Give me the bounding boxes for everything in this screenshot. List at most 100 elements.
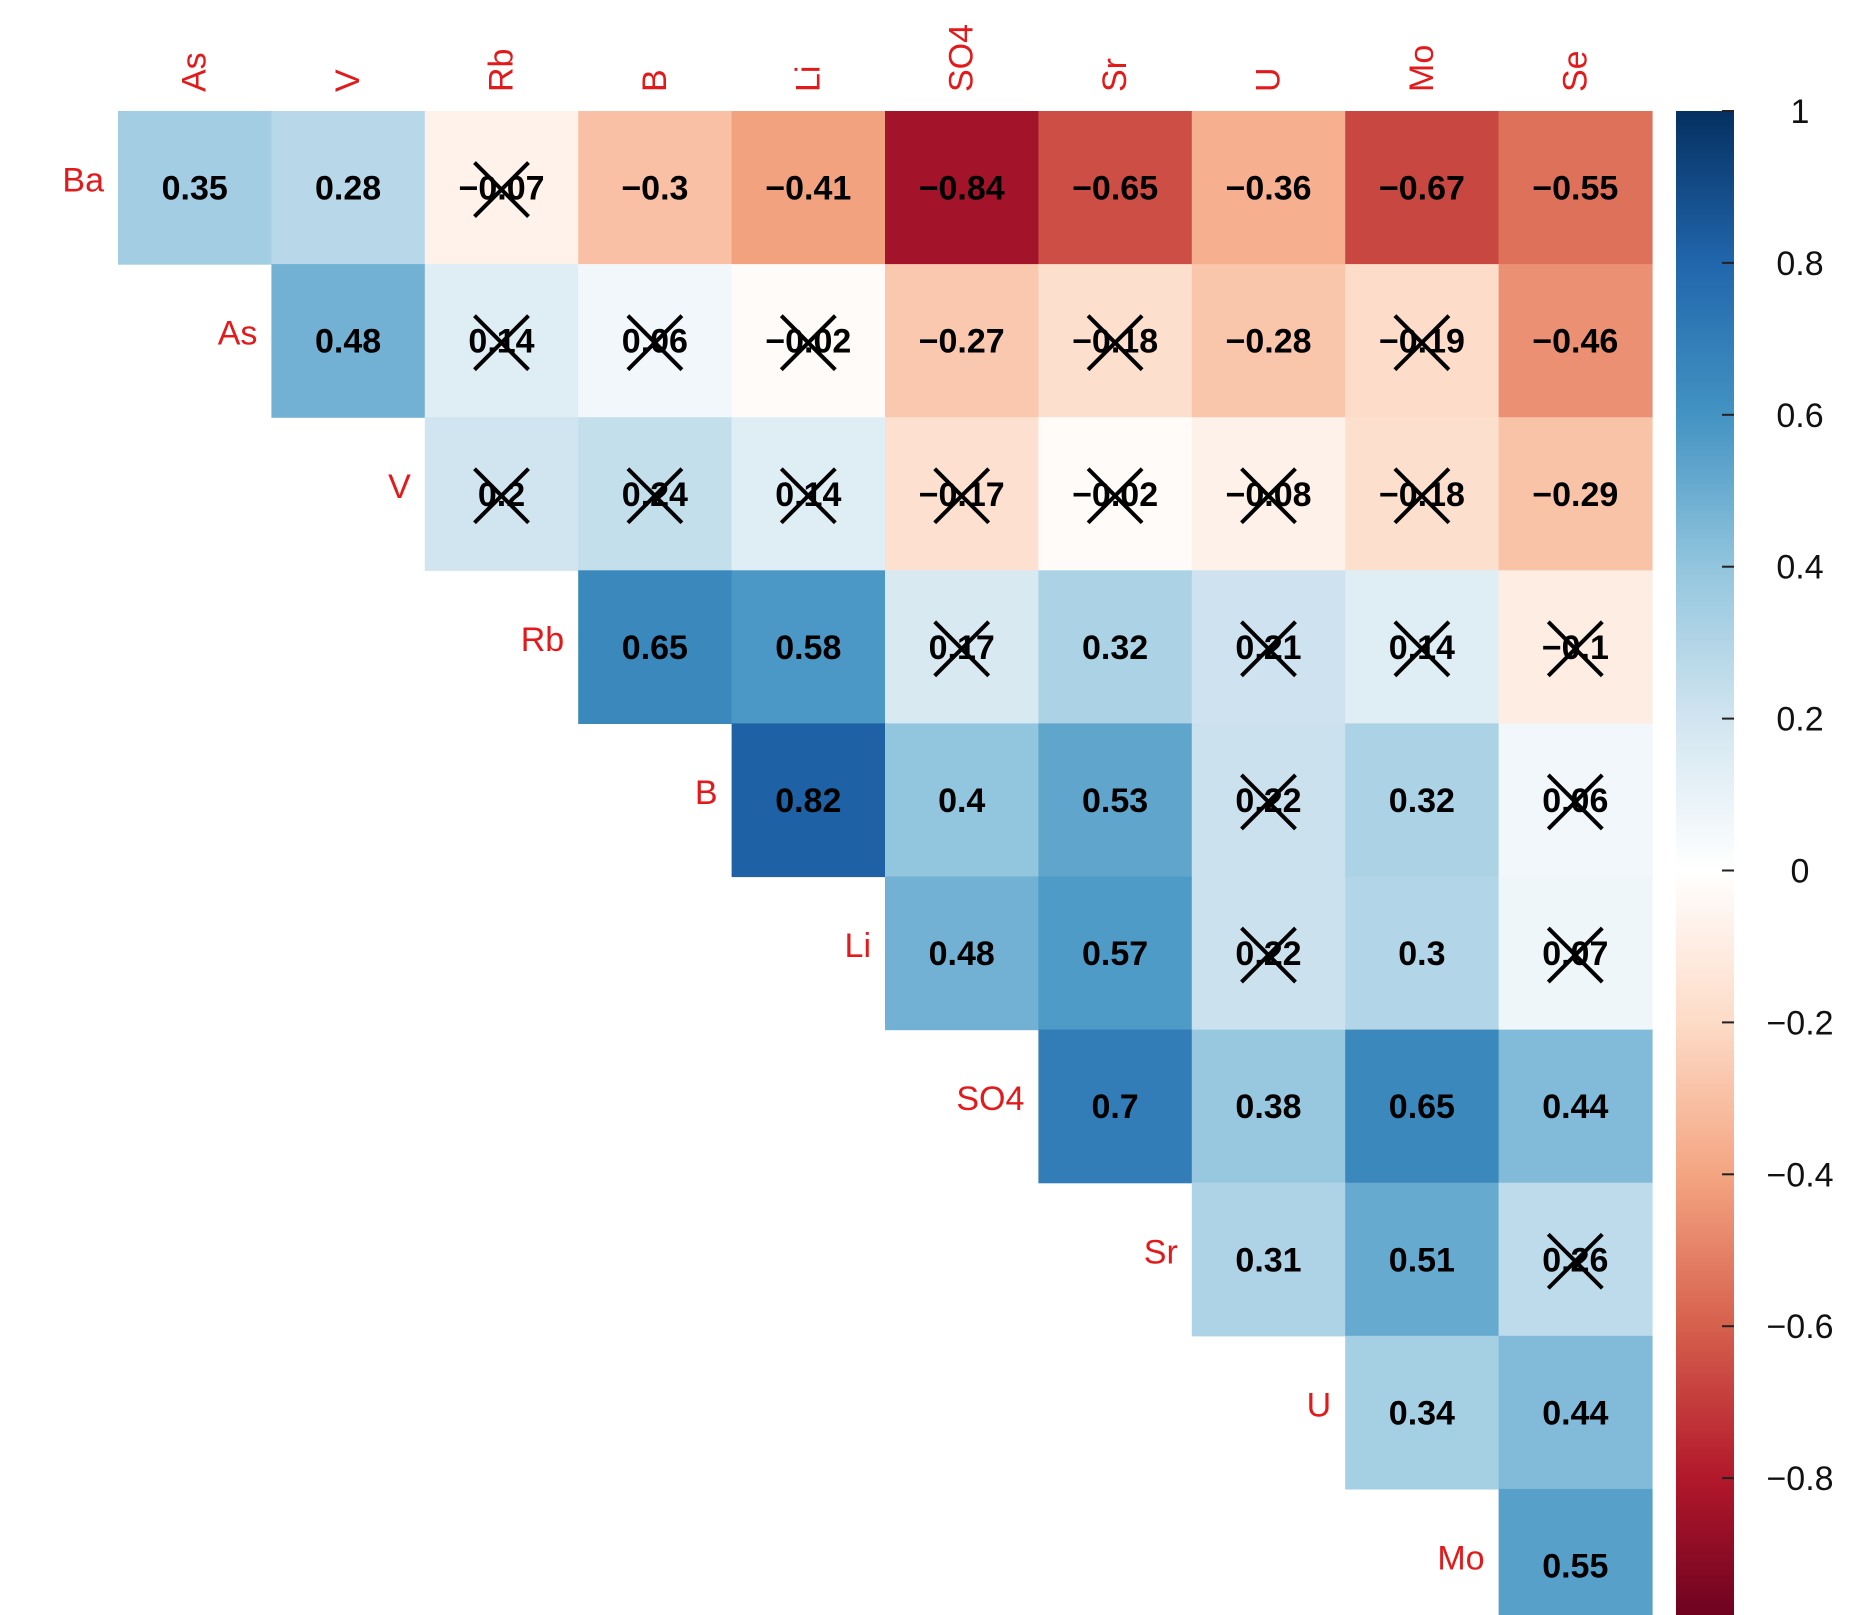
column-label-Mo: Mo <box>1403 45 1441 92</box>
heatmap-cell-Ba-B <box>578 111 733 265</box>
colorbar-tick-label: 1 <box>1791 93 1810 131</box>
column-label-Li: Li <box>789 66 827 92</box>
column-label-SO4: SO4 <box>943 24 981 92</box>
heatmap-cell-U-Se <box>1498 1335 1653 1490</box>
heatmap-cell-SO4-Sr <box>1038 1029 1193 1184</box>
heatmap-cell-Mo-Se <box>1498 1488 1653 1615</box>
row-label-SO4: SO4 <box>956 1080 1024 1118</box>
cross-mark-Rb-U <box>1240 620 1297 678</box>
cell-value-Ba-Sr: −0.65 <box>1072 170 1158 208</box>
column-label-Sr: Sr <box>1096 58 1134 92</box>
cross-mark-V-Li <box>779 467 837 525</box>
colorbar-tick-label: 0.2 <box>1776 701 1823 739</box>
cell-value-Sr-U: 0.31 <box>1235 1241 1301 1279</box>
cross-mark-V-Sr <box>1086 467 1144 525</box>
colorbar-tick-label: −0.4 <box>1766 1156 1833 1194</box>
cross-mark-As-B <box>626 314 684 372</box>
cell-value-As-U: −0.28 <box>1225 323 1311 361</box>
cell-value-B-Li: 0.82 <box>775 782 841 820</box>
column-label-V: V <box>329 69 367 92</box>
heatmap-cell-As-V <box>271 264 426 418</box>
cell-value-B-SO4: 0.4 <box>938 782 985 820</box>
cross-mark-As-Sr <box>1086 314 1144 372</box>
cell-value-Mo-Se: 0.55 <box>1542 1547 1608 1585</box>
heatmap-cell-Ba-As <box>118 111 272 265</box>
row-label-V: V <box>388 468 411 506</box>
cross-mark-Rb-Mo <box>1393 620 1451 678</box>
heatmap-cell-Ba-Sr <box>1038 111 1193 265</box>
heatmap-cell-B-Li <box>731 723 886 878</box>
cross-mark-Ba-Rb <box>473 161 530 218</box>
heatmap-cell-V-Se <box>1498 417 1653 571</box>
cell-value-B-Sr: 0.53 <box>1082 782 1148 820</box>
cell-value-Ba-SO4: −0.84 <box>919 170 1005 208</box>
heatmap-cell-Ba-Se <box>1498 111 1653 265</box>
heatmap-cell-SO4-Se <box>1498 1029 1653 1184</box>
colorbar-tick-label: −0.6 <box>1766 1308 1833 1346</box>
cell-value-SO4-Sr: 0.7 <box>1091 1088 1138 1126</box>
cell-value-U-Mo: 0.34 <box>1389 1394 1455 1432</box>
colorbar-gradient <box>1676 111 1734 1615</box>
cell-value-Rb-Sr: 0.32 <box>1082 629 1148 667</box>
cell-value-Rb-B: 0.65 <box>622 629 688 667</box>
heatmap-cell-As-U <box>1191 264 1346 418</box>
heatmap-cell-B-Sr <box>1038 723 1193 878</box>
cell-value-As-V: 0.48 <box>315 323 381 361</box>
row-label-Mo: Mo <box>1437 1539 1484 1577</box>
heatmap-cell-Ba-SO4 <box>885 111 1039 265</box>
colorbar-tick-label: 0 <box>1791 853 1810 891</box>
heatmap-cell-As-Se <box>1498 264 1653 418</box>
column-label-Rb: Rb <box>483 49 521 92</box>
cross-mark-As-Li <box>779 314 837 372</box>
heatmap-cell-B-Mo <box>1345 723 1500 878</box>
cross-mark-V-Mo <box>1393 467 1451 525</box>
column-label-As: As <box>176 52 214 92</box>
cell-value-As-SO4: −0.27 <box>919 323 1005 361</box>
cell-value-B-Mo: 0.32 <box>1389 782 1455 820</box>
column-label-B: B <box>636 69 674 92</box>
cell-value-Ba-Mo: −0.67 <box>1379 170 1465 208</box>
cross-mark-B-Se <box>1546 773 1604 831</box>
heatmap-cell-Li-Mo <box>1345 876 1500 1031</box>
colorbar-tick-label: 0.8 <box>1776 245 1823 283</box>
heatmap-cell-Rb-Sr <box>1038 570 1193 724</box>
cross-mark-V-U <box>1240 467 1297 525</box>
heatmap-cell-Rb-B <box>578 570 733 724</box>
cell-value-As-Se: −0.46 <box>1532 323 1618 361</box>
heatmap-cell-Ba-Mo <box>1345 111 1500 265</box>
heatmap-cell-SO4-U <box>1191 1029 1346 1184</box>
heatmap-cell-Ba-Li <box>731 111 886 265</box>
heatmap-cell-Rb-Li <box>731 570 886 724</box>
cell-value-Li-Sr: 0.57 <box>1082 935 1148 973</box>
heatmap-cells <box>118 111 1653 1615</box>
row-label-As: As <box>218 315 258 353</box>
cell-value-Ba-B: −0.3 <box>621 170 688 208</box>
row-label-Li: Li <box>845 927 871 965</box>
cell-value-Ba-Li: −0.41 <box>765 170 851 208</box>
heatmap-cell-B-SO4 <box>885 723 1039 878</box>
cell-value-Ba-Se: −0.55 <box>1532 170 1618 208</box>
colorbar-tick-label: −0.8 <box>1766 1460 1833 1498</box>
row-label-U: U <box>1307 1386 1332 1424</box>
row-label-B: B <box>695 774 718 812</box>
cell-value-Rb-Li: 0.58 <box>775 629 841 667</box>
cross-mark-Sr-Se <box>1546 1232 1604 1290</box>
column-label-Se: Se <box>1556 50 1594 92</box>
cell-value-SO4-Se: 0.44 <box>1542 1088 1608 1126</box>
cross-mark-V-Rb <box>473 467 530 525</box>
cell-value-Ba-V: 0.28 <box>315 170 381 208</box>
heatmap-cell-As-SO4 <box>885 264 1039 418</box>
colorbar-tick-label: 0.6 <box>1776 397 1823 435</box>
heatmap-cell-Sr-U <box>1191 1182 1346 1337</box>
cell-value-Li-Mo: 0.3 <box>1398 935 1445 973</box>
cell-value-Sr-Mo: 0.51 <box>1389 1241 1455 1279</box>
heatmap-cell-SO4-Mo <box>1345 1029 1500 1184</box>
cell-value-V-Se: −0.29 <box>1532 476 1618 514</box>
cross-mark-Li-Se <box>1546 926 1604 984</box>
cell-value-SO4-Mo: 0.65 <box>1389 1088 1455 1126</box>
heatmap-cell-Sr-Mo <box>1345 1182 1500 1337</box>
heatmap-cell-Ba-V <box>271 111 426 265</box>
heatmap-cell-Ba-U <box>1191 111 1346 265</box>
heatmap-cell-Li-Sr <box>1038 876 1193 1031</box>
